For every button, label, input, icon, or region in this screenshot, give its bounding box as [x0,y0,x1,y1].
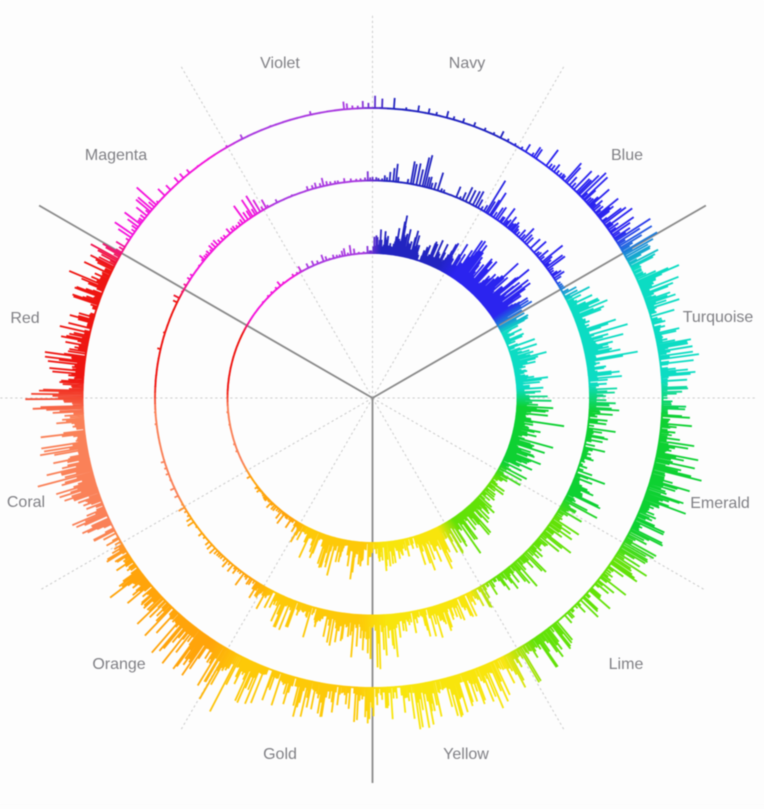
svg-text:Red: Red [10,310,39,327]
svg-text:Turquoise: Turquoise [683,309,754,326]
svg-text:Coral: Coral [7,494,45,511]
svg-text:Magenta: Magenta [85,147,147,164]
svg-text:Lime: Lime [609,656,644,673]
svg-text:Blue: Blue [611,147,643,164]
svg-text:Violet: Violet [260,55,300,72]
svg-text:Navy: Navy [449,55,485,72]
svg-text:Orange: Orange [92,656,145,673]
svg-text:Yellow: Yellow [443,746,489,763]
svg-text:Gold: Gold [263,746,297,763]
svg-text:Emerald: Emerald [690,495,750,512]
